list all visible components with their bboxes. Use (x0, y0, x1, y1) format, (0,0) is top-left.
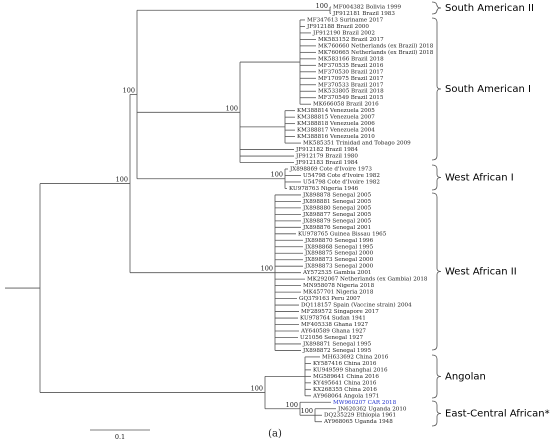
leaf-label: MK583166 Brazil 2018 (318, 56, 384, 62)
leaf-label: JX898877 Senegal 2005 (302, 212, 372, 218)
clade-label: South American I (445, 84, 531, 95)
leaf-label: JX898870 Senegal 1996 (304, 238, 374, 244)
leaf-label: MF347613 Suriname 2017 (307, 17, 384, 23)
leaf-label: JX898871 Senegal 1995 (302, 341, 372, 347)
leaf-label: KM388815 Venezuela 2007 (297, 115, 375, 121)
scale-label: 0.1 (115, 433, 125, 441)
leaf-label: DQ235229 Ethiopia 1961 (324, 413, 396, 419)
leaf-label: MF370530 Brazil 2017 (318, 69, 384, 75)
leaf-label: JX898873 Senegal 2000 (304, 257, 374, 263)
clade-bracket (431, 1, 442, 15)
leaf-label: MK583152 Brazil 2017 (318, 37, 384, 43)
leaf-label: JX898869 Cote d'Ivoire 1973 (289, 167, 372, 173)
clade-bracket (431, 164, 442, 191)
leaf-label: MF370549 Brazil 2015 (318, 95, 384, 101)
bootstrap-label: 100 (286, 401, 298, 409)
leaf-label: AY968064 Angola 1971 (312, 393, 379, 399)
leaf-label: KM388816 Venezuela 2010 (297, 134, 375, 140)
leaf-label: AY572535 Gambia 2001 (302, 270, 371, 276)
leaf-label: JF912188 Brazil 2000 (306, 24, 369, 30)
leaf-label: KY495641 China 2016 (313, 380, 377, 386)
leaf-label: KU978764 Sudan 1941 (300, 316, 366, 322)
leaf-label: MF370533 Brazil 2017 (318, 82, 384, 88)
leaf-label: MK533805 Brazil 2018 (318, 89, 384, 95)
leaf-label: GQ379163 Peru 2007 (299, 296, 361, 302)
leaf-label: JX898880 Senegal 2005 (302, 205, 372, 211)
leaf-label: MK760660 Netherlands (ex Brazil) 2018 (318, 42, 434, 49)
clade-label: West African II (445, 267, 517, 278)
bootstrap-label: 100 (301, 407, 313, 415)
leaf-label: KM388817 Venezuela 2004 (297, 128, 375, 134)
bootstrap-label: 100 (261, 265, 273, 273)
leaf-label: JX898876 Senegal 2001 (302, 225, 371, 231)
leaf-label: KM388814 Venezuela 2005 (297, 108, 375, 114)
leaf-label: MF370535 Brazil 2016 (318, 63, 384, 69)
bootstrap-label: 100 (226, 104, 238, 112)
leaf-label: MK585351 Trinidad and Tobago 2009 (303, 141, 411, 147)
leaf-label: MW960207 CAR 2018 (333, 400, 397, 406)
leaf-label: JN620362 Uganda 2010 (337, 406, 407, 412)
leaf-label: KM388818 Venezuela 2006 (297, 121, 375, 127)
bootstrap-label: 100 (123, 86, 135, 94)
clade-bracket (431, 192, 442, 351)
leaf-label: JX898881 Senegal 2005 (302, 199, 372, 205)
leaf-label: MN958078 Nigeria 2018 (303, 283, 375, 289)
leaf-label: MF289572 Singapore 2017 (301, 309, 379, 315)
bootstrap-label: 100 (116, 176, 128, 184)
clade-bracket (431, 400, 442, 427)
clade-bracket (431, 354, 442, 399)
leaf-label: U54798 Cote d'Ivoire 1982 (303, 173, 380, 179)
leaf-label: MF170975 Brazil 2017 (318, 76, 384, 82)
caption: (a) (268, 429, 282, 440)
bootstrap-label: 100 (271, 171, 283, 179)
leaf-label: MF405338 Ghana 1927 (301, 322, 369, 328)
leaf-label: AY968065 Uganda 1948 (323, 419, 393, 425)
clade-label: West African I (445, 173, 514, 184)
leaf-label: JX898868 Senegal 1995 (304, 244, 374, 250)
clade-label: Angolan (445, 372, 486, 383)
leaf-label: KU949599 Shanghai 2016 (313, 367, 388, 373)
leaf-label: AY640589 Ghana 1927 (300, 329, 366, 335)
leaf-label: KU978763 Nigeria 1946 (289, 186, 359, 192)
clade-label: South American II (445, 3, 534, 14)
leaf-label: MK760665 Netherlands (ex Brazil) 2018 (318, 49, 434, 56)
leaf-label: JX898875 Senegal 2000 (304, 251, 374, 257)
leaf-label: U54798 Cote d'Ivoire 1982 (303, 179, 380, 185)
leaf-label: KU978765 Guinea Bissau 1965 (298, 231, 387, 237)
clade-label: East-Central African* (445, 409, 550, 420)
leaf-label: MK666058 Brazil 2016 (313, 102, 379, 108)
leaf-label: JX898879 Senegal 2005 (302, 218, 372, 224)
leaf-label: JF912179 Brazil 1980 (295, 154, 358, 160)
leaf-label: MG589641 China 2016 (313, 374, 379, 380)
leaf-label: KX268355 China 2016 (313, 387, 377, 393)
leaf-label: JF912190 Brazil 2002 (312, 30, 375, 36)
leaf-label: MH633692 China 2016 (322, 354, 389, 360)
leaf-label: MK292067 Netherlands (ex Gambia) 2018 (307, 276, 428, 283)
leaf-label: JX898873 Senegal 2000 (304, 264, 374, 270)
clade-bracket (431, 17, 442, 161)
bootstrap-label: 100 (251, 385, 263, 393)
leaf-label: DQ118157 Spain (Vaccine strain) 2004 (301, 302, 412, 309)
leaf-label: JX898872 Senegal 1995 (302, 348, 372, 354)
bootstrap-label: 100 (316, 2, 328, 10)
leaf-label: JF912181 Brazil 1983 (332, 11, 395, 17)
leaf-label: MF004382 Bolivia 1999 (333, 5, 402, 11)
leaf-label: JX898878 Senegal 2005 (302, 192, 372, 198)
leaf-label: KY587416 China 2016 (313, 361, 377, 367)
leaf-label: JF912182 Brazil 1984 (295, 147, 358, 153)
leaf-label: U21056 Senegal 1927 (300, 335, 364, 341)
leaf-label: JF912183 Brazil 1984 (295, 160, 358, 166)
leaf-label: MK457701 Nigeria 2018 (303, 290, 374, 296)
